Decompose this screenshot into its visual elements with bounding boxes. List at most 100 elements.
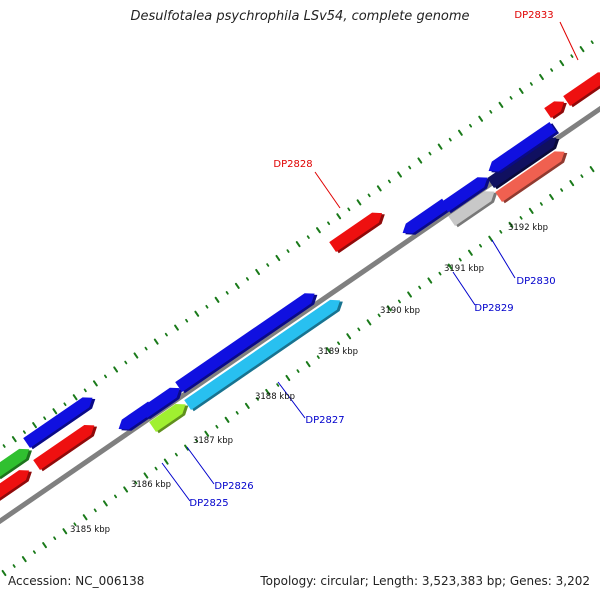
- inner-tick-3: [32, 550, 36, 554]
- scale-label-5: 3190 kbp: [380, 306, 420, 316]
- outer-tick-14: [133, 352, 139, 359]
- outer-tick-10: [92, 380, 98, 387]
- outer-tick-22: [214, 296, 220, 303]
- inner-tick-9: [93, 508, 97, 513]
- outer-tick-7: [63, 402, 67, 407]
- outer-tick-17: [164, 332, 168, 337]
- inner-tick-30: [305, 361, 311, 368]
- outer-tick-24: [234, 282, 240, 289]
- inner-tick-22: [224, 416, 230, 423]
- outer-tick-29: [286, 249, 290, 253]
- gene-cyan-dp2827: [184, 299, 343, 412]
- outer-tick-53: [529, 82, 533, 86]
- outer-tick-46: [457, 129, 463, 136]
- outer-tick-40: [397, 171, 402, 178]
- accession-text: Accession: NC_006138: [8, 574, 145, 588]
- inner-tick-39: [397, 299, 401, 304]
- scale-label-1: 3186 kbp: [131, 480, 171, 490]
- inner-tick-27: [276, 383, 280, 387]
- inner-tick-20: [204, 430, 210, 437]
- outer-tick-33: [327, 221, 331, 226]
- leader-dp2827: [277, 381, 306, 419]
- gene-grey-dp2830-body: [448, 191, 495, 226]
- outer-tick-27: [266, 263, 270, 267]
- inner-tick-6: [62, 528, 68, 535]
- outer-tick-57: [570, 54, 574, 58]
- gene-blue-3187-body: [140, 387, 180, 418]
- inner-tick-33: [337, 341, 341, 346]
- gene-red-dp2833-body: [563, 72, 600, 106]
- inner-tick-13: [134, 480, 138, 485]
- leader-dp2833: [559, 21, 579, 61]
- inner-tick-16: [163, 458, 169, 465]
- outer-tick-51: [509, 96, 513, 100]
- gene-green-left-body: [0, 448, 30, 477]
- outer-tick-16: [153, 338, 159, 345]
- leader-dp2826: [186, 446, 215, 485]
- inner-tick-11: [114, 494, 118, 499]
- outer-tick-31: [306, 235, 310, 239]
- leader-dp2825: [161, 462, 191, 502]
- inner-tick-43: [438, 271, 442, 276]
- outer-tick-37: [367, 193, 371, 198]
- outer-tick-48: [478, 115, 484, 122]
- inner-tick-12: [123, 486, 129, 493]
- outer-tick-55: [550, 68, 554, 72]
- gene-blue-3192: [488, 121, 560, 173]
- inner-tick-32: [326, 347, 331, 354]
- gene-cyan-dp2827-body: [184, 299, 341, 410]
- outer-tick-59: [590, 40, 594, 44]
- inner-tick-19: [195, 438, 199, 443]
- gene-red-dp2833-small-body: [544, 101, 565, 118]
- inner-tick-45: [458, 257, 462, 262]
- scale-label-3: 3188 kbp: [255, 392, 295, 402]
- leader-dp2829: [452, 271, 476, 306]
- outer-tick-45: [448, 137, 452, 142]
- inner-tick-47: [479, 243, 483, 248]
- gene-salmon-body: [495, 151, 565, 202]
- outer-tick-54: [539, 73, 544, 81]
- outer-tick-21: [205, 304, 209, 309]
- inner-tick-44: [447, 263, 453, 270]
- outer-tick-track: [2, 40, 594, 448]
- inner-tick-55: [560, 188, 564, 192]
- inner-tick-10: [102, 500, 108, 507]
- outer-tick-35: [347, 207, 351, 212]
- scale-label-0: 3185 kbp: [70, 525, 110, 535]
- outer-tick-32: [316, 227, 321, 234]
- outer-tick-11: [104, 374, 108, 379]
- map-labels: 3185 kbp 3186 kbp 3187 kbp 3188 kbp 3189 kbp…: [70, 10, 556, 535]
- outer-tick-56: [559, 60, 565, 67]
- outer-tick-43: [428, 151, 432, 156]
- gene-label-dp2827: DP2827: [305, 415, 344, 426]
- gene-salmon: [495, 151, 568, 204]
- outer-tick-4: [32, 422, 37, 429]
- label-leaders: [161, 21, 579, 502]
- outer-tick-44: [437, 143, 443, 150]
- inner-tick-48: [488, 235, 494, 242]
- gene-red-left-lower-body: [0, 470, 30, 498]
- gene-features: [0, 72, 600, 501]
- outer-tick-1: [2, 444, 6, 448]
- outer-tick-15: [144, 346, 148, 351]
- gene-red-dp2828-body: [329, 212, 383, 252]
- leader-dp2828: [314, 171, 341, 209]
- inner-tick-2: [21, 556, 27, 563]
- outer-tick-25: [245, 277, 249, 281]
- inner-tick-58: [589, 166, 595, 173]
- inner-tick-0: [1, 569, 7, 577]
- inner-tick-53: [539, 202, 543, 206]
- scale-label-7: 3192 kbp: [508, 223, 548, 233]
- inner-tick-8: [82, 514, 88, 521]
- outer-tick-26: [255, 268, 261, 276]
- inner-tick-21: [215, 424, 219, 429]
- gene-green-left: [0, 448, 32, 480]
- inner-tick-29: [296, 369, 300, 373]
- inner-tick-18: [184, 444, 189, 451]
- outer-tick-42: [417, 157, 423, 164]
- inner-tick-4: [42, 542, 47, 549]
- inner-tick-1: [12, 564, 16, 568]
- outer-tick-52: [518, 87, 524, 94]
- outer-tick-13: [124, 360, 128, 365]
